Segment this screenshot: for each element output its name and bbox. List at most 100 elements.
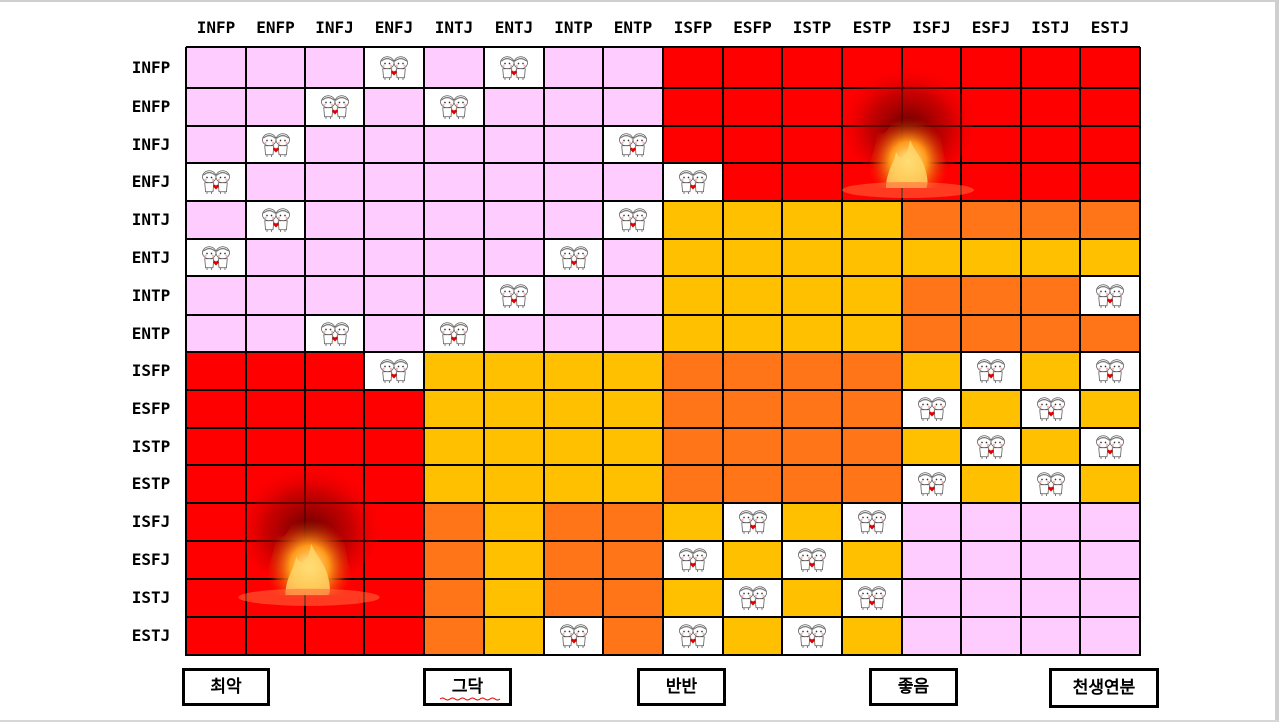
cell-infj-entj	[484, 126, 544, 163]
legend-worst: 최악	[182, 668, 270, 706]
cell-intp-infj	[305, 276, 364, 315]
cell-entp-intp	[544, 315, 603, 352]
cell-intp-esfj	[961, 276, 1021, 315]
cell-infp-esfj	[961, 47, 1021, 88]
cell-infp-istj	[1021, 47, 1080, 88]
cell-estp-infp	[186, 465, 246, 503]
cell-intp-enfj	[364, 276, 424, 315]
couple-icon	[202, 170, 230, 194]
legend-half: 반반	[637, 668, 726, 706]
cell-enfj-infj	[305, 163, 364, 201]
cell-estj-enfp	[246, 617, 305, 655]
couple-icon	[619, 133, 647, 157]
grid-line	[1020, 47, 1022, 656]
cell-estp-isfp	[663, 465, 723, 503]
cell-istp-entp	[603, 428, 663, 465]
cell-isfj-intj	[424, 503, 484, 541]
cell-enfp-isfj	[902, 88, 961, 126]
cell-estp-istj	[1021, 465, 1080, 503]
cell-estp-entp	[603, 465, 663, 503]
grid-line	[304, 47, 306, 656]
couple-icon	[321, 95, 349, 119]
legend-worst-label: 최악	[210, 677, 242, 697]
cell-istp-enfj	[364, 428, 424, 465]
cell-isfj-enfj	[364, 503, 424, 541]
couple-icon	[977, 359, 1005, 383]
grid-line	[483, 47, 485, 656]
cell-isfp-esfj	[961, 352, 1021, 390]
cell-isfj-enfp	[246, 503, 305, 541]
cell-intj-esfj	[961, 201, 1021, 239]
cell-intp-isfj	[902, 276, 961, 315]
cell-estj-estj	[1080, 617, 1140, 655]
cell-enfj-esfp	[723, 163, 782, 201]
cell-entp-isfj	[902, 315, 961, 352]
cell-enfj-estp	[842, 163, 902, 201]
couple-icon	[1037, 397, 1065, 421]
cell-intp-istj	[1021, 276, 1080, 315]
cell-intp-esfp	[723, 276, 782, 315]
cell-estp-intp	[544, 465, 603, 503]
cell-intj-estj	[1080, 201, 1140, 239]
couple-icon	[440, 95, 468, 119]
cell-entp-intj	[424, 315, 484, 352]
cell-isfp-isfj	[902, 352, 961, 390]
cell-isfp-esfp	[723, 352, 782, 390]
couple-icon	[262, 133, 290, 157]
cell-entp-istj	[1021, 315, 1080, 352]
row-header-intp: INTP	[131, 286, 171, 305]
cell-estj-istj	[1021, 617, 1080, 655]
cell-intp-entp	[603, 276, 663, 315]
cell-intp-estp	[842, 276, 902, 315]
couple-icon	[1096, 284, 1124, 308]
cell-entp-estp	[842, 315, 902, 352]
cell-esfj-isfj	[902, 541, 961, 579]
couple-icon	[560, 246, 588, 270]
cell-isfp-entj	[484, 352, 544, 390]
cell-entj-isfj	[902, 239, 961, 276]
cell-enfj-esfj	[961, 163, 1021, 201]
cell-esfj-infp	[186, 541, 246, 579]
couple-icon	[1037, 472, 1065, 496]
row-header-isfj: ISFJ	[131, 512, 171, 531]
cell-enfp-esfp	[723, 88, 782, 126]
grid-line	[901, 47, 903, 656]
grid-line	[245, 47, 247, 656]
couple-icon	[560, 624, 588, 648]
cell-istj-entp	[603, 579, 663, 617]
couple-icon	[380, 359, 408, 383]
cell-intp-isfp	[663, 276, 723, 315]
cell-istp-estp	[842, 428, 902, 465]
couple-icon	[798, 548, 826, 572]
cell-esfj-enfp	[246, 541, 305, 579]
spellcheck-underline	[440, 697, 500, 701]
cell-entj-istj	[1021, 239, 1080, 276]
cell-istp-esfj	[961, 428, 1021, 465]
cell-estp-infj	[305, 465, 364, 503]
cell-esfp-esfp	[723, 390, 782, 428]
cell-intj-enfp	[246, 201, 305, 239]
couple-icon	[739, 586, 767, 610]
cell-esfj-esfp	[723, 541, 782, 579]
cell-istj-isfp	[663, 579, 723, 617]
cell-infp-enfp	[246, 47, 305, 88]
cell-esfp-estj	[1080, 390, 1140, 428]
cell-estj-entp	[603, 617, 663, 655]
cell-istj-infj	[305, 579, 364, 617]
cell-estp-estp	[842, 465, 902, 503]
cell-istj-estp	[842, 579, 902, 617]
cell-enfp-estj	[1080, 88, 1140, 126]
cell-estp-enfj	[364, 465, 424, 503]
cell-infp-entj	[484, 47, 544, 88]
cell-infj-isfj	[902, 126, 961, 163]
cell-intj-intj	[424, 201, 484, 239]
cell-intj-enfj	[364, 201, 424, 239]
cell-enfp-enfp	[246, 88, 305, 126]
cell-estj-esfp	[723, 617, 782, 655]
cell-isfp-estp	[842, 352, 902, 390]
cell-estj-enfj	[364, 617, 424, 655]
cell-intj-isfj	[902, 201, 961, 239]
column-header-estj: ESTJ	[1090, 18, 1130, 37]
couple-icon	[202, 246, 230, 270]
cell-infp-intp	[544, 47, 603, 88]
